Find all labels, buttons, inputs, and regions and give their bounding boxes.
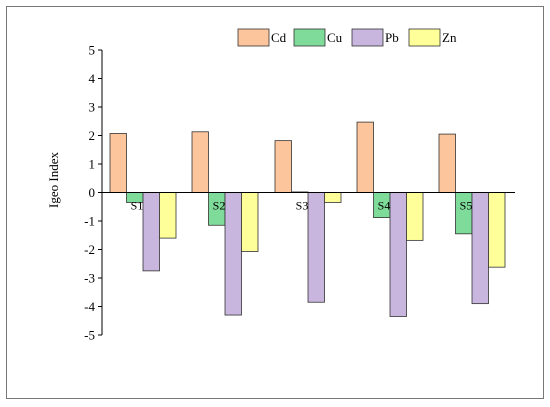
y-tick-label: -1 — [84, 214, 95, 229]
bar-cd-s2 — [191, 131, 209, 193]
legend-swatch-cu — [293, 28, 326, 47]
legend-label-cd: Cd — [271, 30, 287, 45]
bar-zn-s2 — [241, 192, 259, 252]
chart-legend: Cd Cu Pb Zn — [237, 28, 457, 47]
bar-zn-s3 — [324, 192, 342, 203]
y-tick-label: -5 — [84, 328, 95, 343]
plot-area: S1 S2 S3 S4 S5 — [109, 121, 506, 317]
bar-cd-s3 — [274, 140, 292, 193]
y-tick-label: 1 — [89, 157, 96, 172]
bar-cd-s5 — [438, 133, 456, 193]
bar-pb-s4 — [389, 192, 407, 317]
legend-swatch-zn — [408, 28, 441, 47]
y-axis-label: Igeo Index — [46, 152, 61, 208]
y-tick-label: -3 — [84, 271, 95, 286]
x-category-label: S5 — [460, 199, 473, 213]
bar-zn-s5 — [488, 192, 506, 268]
y-axis: 5 4 3 2 1 0 -1 -2 -3 -4 -5 — [84, 43, 515, 343]
x-category-label: S2 — [213, 199, 226, 213]
bar-pb-s2 — [224, 192, 242, 316]
figure-border — [6, 6, 544, 399]
x-category-label: S3 — [296, 199, 309, 213]
y-tick-label: -2 — [84, 242, 95, 257]
y-tick-label: -4 — [84, 299, 95, 314]
legend-label-zn: Zn — [442, 30, 457, 45]
bar-cd-s4 — [356, 121, 374, 193]
bar-zn-s4 — [406, 192, 424, 241]
y-tick-label: 5 — [89, 43, 96, 58]
y-tick-label: 3 — [89, 100, 96, 115]
bar-pb-s1 — [142, 192, 160, 272]
y-tick-label: 4 — [89, 71, 96, 86]
y-tick-label: 2 — [89, 128, 96, 143]
bar-cd-s1 — [109, 133, 127, 193]
legend-swatch-cd — [237, 28, 270, 47]
bar-zn-s1 — [159, 192, 177, 239]
x-category-label: S4 — [378, 199, 391, 213]
y-tick-label: 0 — [89, 185, 96, 200]
bar-pb-s3 — [307, 192, 325, 303]
x-category-label: S1 — [131, 199, 144, 213]
legend-label-cu: Cu — [327, 30, 343, 45]
legend-label-pb: Pb — [385, 30, 399, 45]
bar-pb-s5 — [471, 192, 489, 305]
legend-swatch-pb — [351, 28, 384, 47]
